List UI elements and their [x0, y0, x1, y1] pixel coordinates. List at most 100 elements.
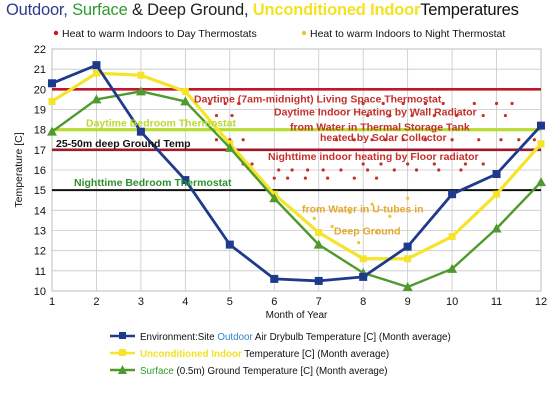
x-tick-label: 1	[49, 296, 55, 308]
temperature-chart: Heat to warm Indoors to Day Thermostats H…	[13, 28, 547, 377]
heat-dot-red	[214, 138, 219, 142]
legend-text-3: Surface (0.5m) Ground Temperature [C] (M…	[140, 366, 388, 377]
x-tick-label: 12	[535, 296, 547, 308]
legend-marker-3	[118, 365, 127, 374]
top-legend-dot-1	[53, 30, 59, 36]
y-tick-label: 17	[34, 145, 46, 157]
y-tick-label: 15	[34, 185, 46, 197]
heat-dot-red	[388, 113, 392, 118]
y-tick-label: 18	[34, 125, 46, 137]
annotation-solar-collector: heated by Solar Collector	[320, 132, 447, 144]
series-1-point	[537, 121, 545, 130]
series-3-point	[402, 281, 413, 291]
heat-dot-red	[361, 162, 365, 166]
heat-dot-red	[306, 168, 310, 172]
series-1-point	[448, 190, 457, 199]
heat-dot-red	[361, 101, 365, 106]
heat-dot-red	[423, 101, 428, 106]
heat-dot-red	[499, 138, 503, 142]
x-tick-label: 2	[93, 296, 99, 308]
annotations: Daytime (7am-midnight) Living Space Ther…	[56, 93, 479, 237]
series-3-point	[135, 86, 146, 96]
x-tick-label: 11	[491, 296, 502, 308]
heat-dots	[208, 101, 536, 245]
heat-dot-red	[352, 138, 356, 142]
heat-dot-red	[374, 176, 379, 180]
series-3-point	[491, 223, 502, 233]
legend-text-part: Temperature [C] (Month average)	[242, 349, 389, 360]
heat-dot-red	[401, 101, 405, 106]
y-tick-label: 21	[34, 64, 46, 76]
heat-dot-red	[410, 113, 414, 118]
heat-dot-red	[510, 101, 514, 106]
title-unconditioned-indoor: Unconditioned Indoor	[252, 1, 421, 19]
heat-dot-red	[477, 138, 481, 142]
heat-dot-red	[481, 113, 485, 118]
heat-dot-yellow	[312, 216, 316, 220]
series-1-point	[225, 240, 234, 249]
series-2-point	[315, 229, 323, 237]
annotation-thermal-storage: from Water in Thermal Storage Tank	[290, 122, 470, 134]
legend-text-part: Environment:Site	[140, 332, 217, 343]
heat-dot-red	[472, 101, 476, 106]
heat-dot-red	[321, 168, 325, 172]
series-1-point	[136, 127, 145, 136]
legend-text-part: Surface	[140, 366, 174, 377]
heat-dot-red	[414, 168, 419, 172]
y-tick-label: 20	[34, 84, 46, 96]
x-tick-label: 5	[227, 296, 233, 308]
title-outdoor: Outdoor,	[6, 1, 68, 19]
series-3-point	[313, 239, 324, 249]
heat-dot-red	[272, 176, 276, 180]
heat-dot-red	[303, 176, 307, 180]
y-tick-label: 22	[34, 44, 46, 56]
series-2-point	[181, 87, 189, 95]
x-tick-label: 7	[316, 296, 322, 308]
heat-dot-red	[326, 176, 330, 180]
series-2-point	[48, 97, 56, 105]
x-axis-label: Month of Year	[266, 310, 328, 321]
legend-text-part: Outdoor	[217, 332, 253, 343]
heat-dot-red	[423, 138, 428, 142]
legend-text-1: Environment:Site Outdoor Air Drybulb Tem…	[140, 332, 451, 343]
heat-dot-yellow	[370, 202, 374, 206]
heat-dot-red	[432, 162, 436, 166]
series-3-point	[536, 177, 546, 187]
legend-text-part: Unconditioned Indoor	[140, 349, 242, 360]
nighttime-bedroom-thermostat-label: Nighttime Bedroom Thermostat	[74, 177, 232, 189]
y-tick-label: 16	[34, 165, 46, 177]
heat-dot-red	[223, 101, 227, 106]
annotation-floor-radiator: Nighttime indoor heating by Floor radiat…	[268, 151, 479, 163]
deep-ground-temp-label: 25-50m deep Ground Temp	[56, 138, 191, 150]
heat-dot-red	[503, 113, 508, 118]
series-2-point	[137, 71, 145, 79]
series-3-point	[224, 142, 235, 152]
top-legend: Heat to warm Indoors to Day Thermostats H…	[53, 28, 505, 40]
series-1-point	[403, 242, 412, 251]
series-lines	[47, 61, 546, 291]
heat-dot-red	[450, 138, 454, 142]
series-3-point	[91, 94, 102, 104]
series-line-2	[51, 71, 543, 261]
series-3-point	[269, 193, 280, 203]
series-2-point	[448, 233, 456, 241]
x-tick-label: 3	[138, 296, 144, 308]
heat-dot-red	[441, 101, 445, 106]
heat-dot-red	[277, 168, 281, 172]
title-surface: Surface	[72, 1, 128, 19]
series-2-point	[359, 255, 367, 263]
series-1-point	[314, 276, 323, 285]
heat-dot-red	[406, 162, 410, 166]
heat-dot-yellow	[357, 241, 361, 245]
heat-dot-red	[334, 138, 339, 142]
heat-dot-red	[459, 168, 463, 172]
series-1-point	[270, 274, 279, 283]
heat-dot-red	[366, 113, 370, 118]
heat-dot-red	[237, 101, 241, 106]
heat-dot-red	[241, 138, 245, 142]
daytime-living-thermostat-label: Daytime (7am-midnight) Living Space Ther…	[194, 93, 442, 105]
legend-text-part: Air Drybulb Temperature [C] (Month avera…	[253, 332, 451, 343]
heat-dot-yellow	[330, 224, 334, 229]
heat-dot-red	[392, 168, 396, 172]
